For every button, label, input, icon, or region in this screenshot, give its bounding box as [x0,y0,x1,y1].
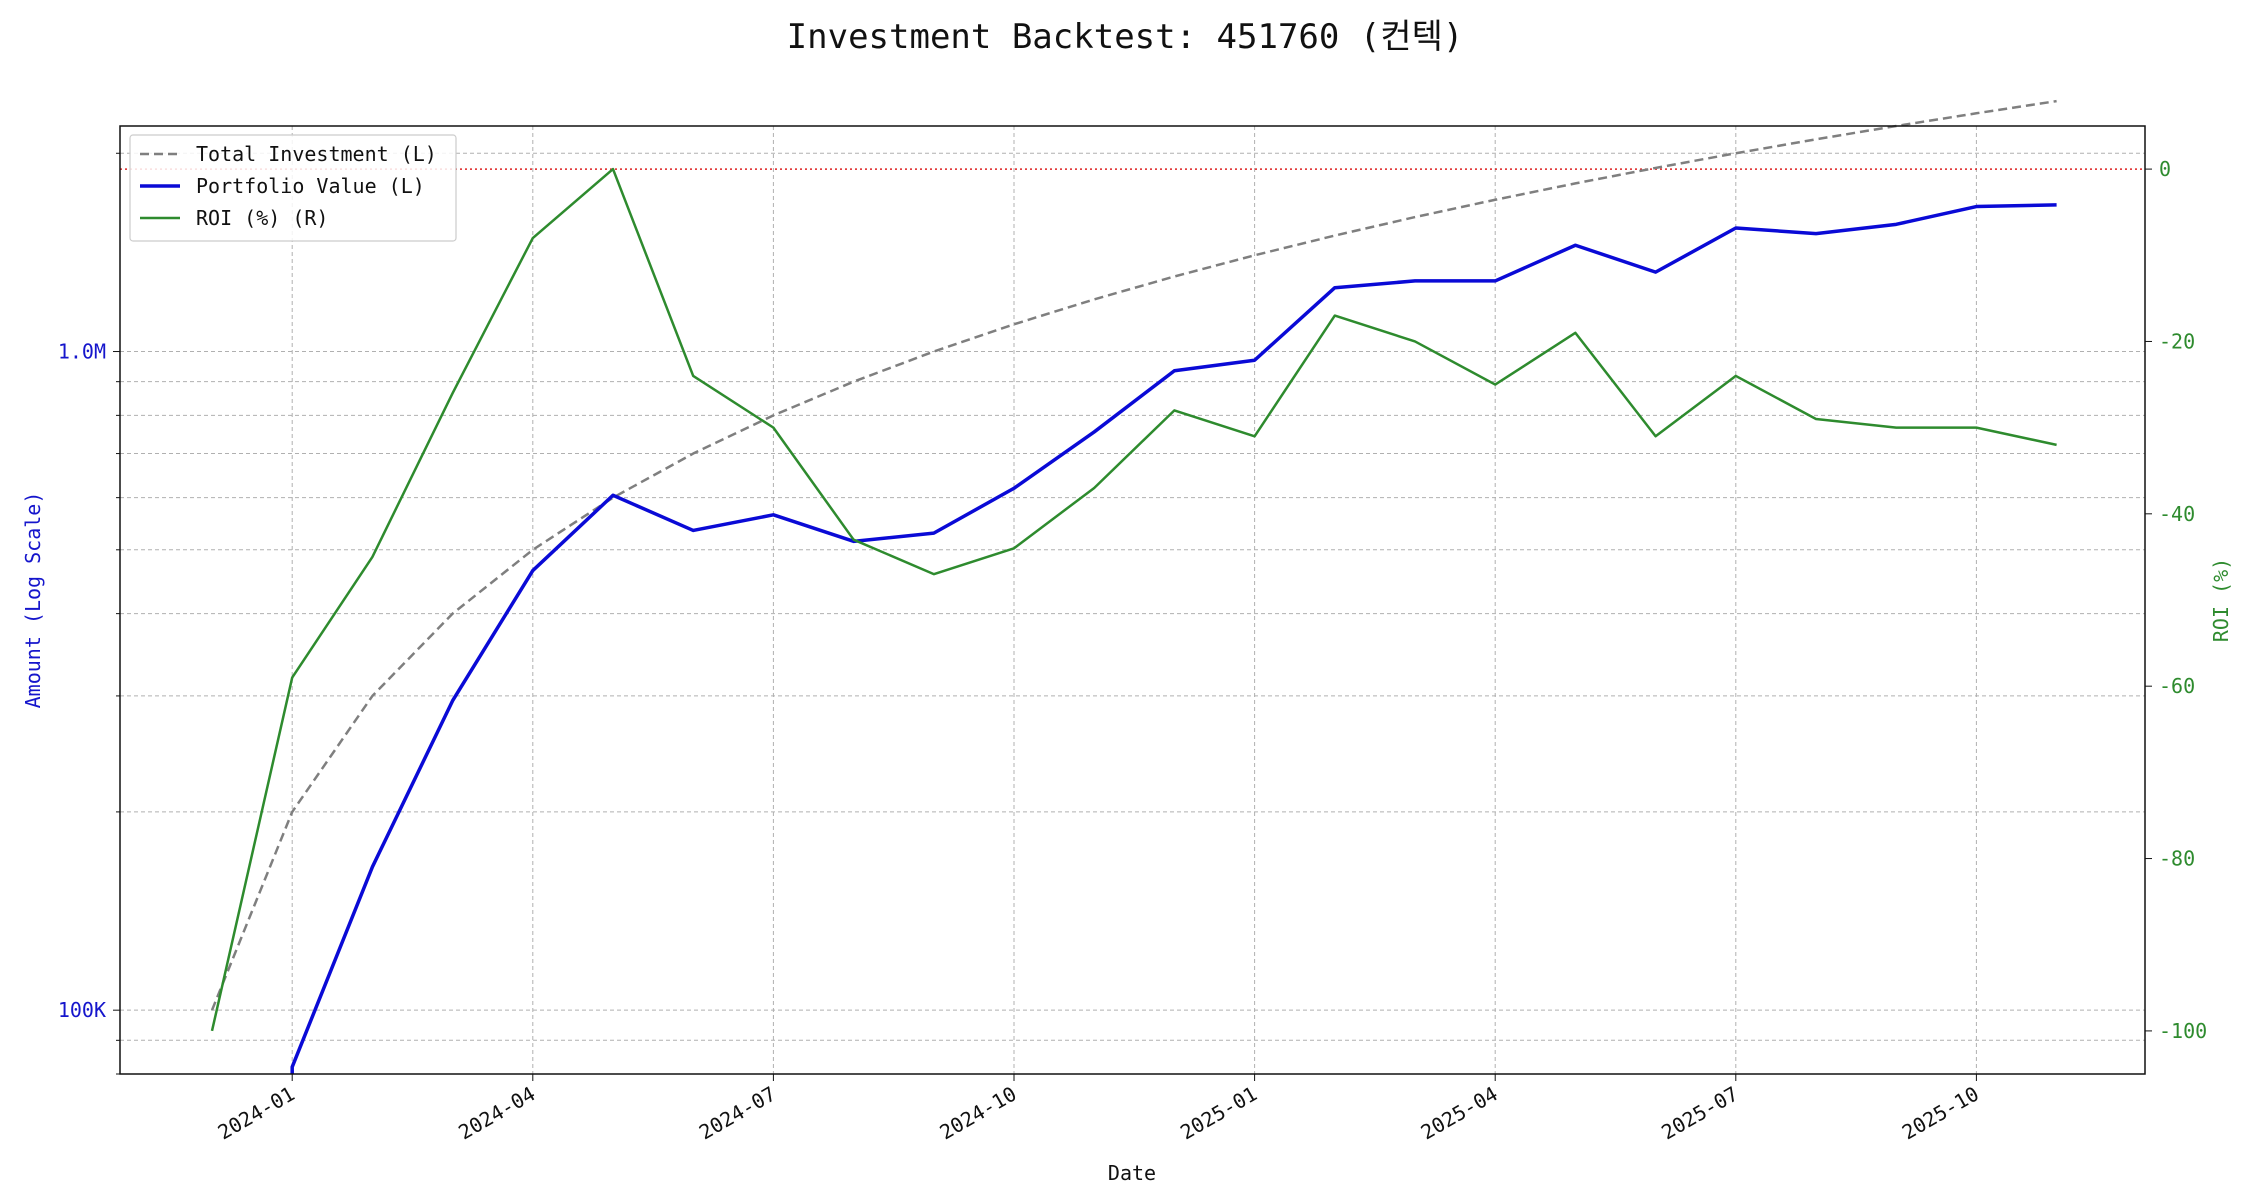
legend-label-total-investment: Total Investment (L) [196,142,437,166]
right-tick-label: -60 [2159,674,2195,698]
x-tick-label: 2024-04 [454,1082,539,1145]
right-tick-label: -100 [2159,1019,2207,1043]
x-axis-ticks: 2024-01 2024-04 2024-07 2024-10 2025-01 2025-… [214,1074,1983,1144]
left-axis-label: Amount (Log Scale) [21,492,45,709]
legend-label-portfolio-value: Portfolio Value (L) [196,174,425,198]
total-investment-line [210,99,2057,1011]
right-tick-label: -20 [2159,329,2195,353]
x-tick-label: 2025-01 [1176,1082,1261,1145]
right-axis-ticks: 0 -20 -40 -60 -80 -100 [2145,157,2207,1043]
x-tick-label: 2025-07 [1657,1082,1742,1145]
right-axis-label: ROI (%) [2209,558,2233,642]
gridlines [120,126,2145,1075]
x-tick-label: 2025-04 [1417,1082,1502,1145]
right-tick-label: -40 [2159,502,2195,526]
right-tick-label: 0 [2159,157,2171,181]
x-tick-label: 2024-01 [214,1082,299,1145]
left-axis-ticks: 100K 1.0M [58,152,120,1075]
x-tick-label: 2025-10 [1898,1082,1983,1145]
series-lines [210,99,2057,1074]
legend: Total Investment (L) Portfolio Value (L)… [129,134,457,242]
portfolio-value-line [290,203,2057,1074]
roi-line [210,167,2057,1032]
legend-label-roi: ROI (%) (R) [196,206,328,230]
right-tick-label: -80 [2159,847,2195,871]
legend-box [129,134,457,242]
left-tick-label: 1.0M [58,340,106,364]
x-tick-label: 2024-10 [935,1082,1020,1145]
x-tick-label: 2024-07 [695,1082,780,1145]
chart-title: Investment Backtest: 451760 (컨텍) [787,17,1464,57]
plot-frame [119,125,2146,1075]
left-tick-label: 100K [58,998,106,1022]
x-axis-label: Date [1108,1161,1156,1185]
